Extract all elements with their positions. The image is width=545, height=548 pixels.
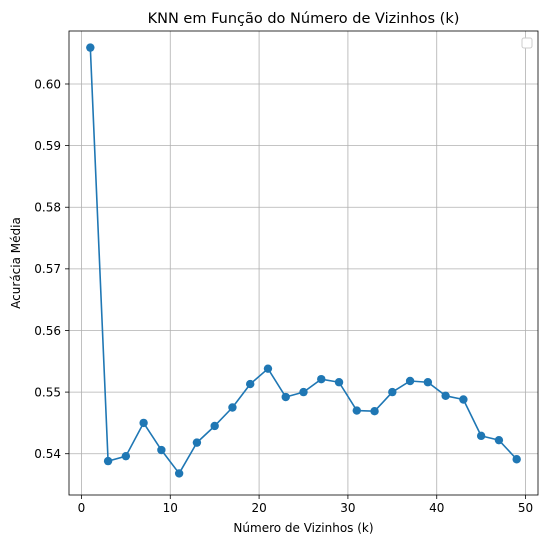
data-point	[121, 451, 131, 461]
data-point	[334, 378, 344, 387]
x-tick-label: 30	[340, 501, 355, 515]
data-point	[352, 406, 361, 415]
data-point	[441, 391, 450, 400]
y-tick-label: 0.58	[34, 201, 61, 215]
x-tick-label: 0	[78, 501, 86, 515]
data-point	[476, 431, 486, 441]
data-point	[423, 378, 433, 387]
data-point	[174, 469, 184, 478]
data-point	[228, 403, 237, 412]
data-point	[86, 43, 95, 52]
data-point	[405, 376, 415, 386]
y-tick-label: 0.57	[34, 262, 61, 276]
y-tick-label: 0.59	[34, 139, 61, 153]
data-point	[103, 456, 113, 466]
data-point	[157, 445, 166, 455]
grid	[69, 31, 538, 495]
data-point	[192, 438, 202, 447]
plot-series	[86, 43, 521, 478]
data-point	[459, 395, 468, 404]
data-point	[317, 374, 326, 384]
chart-title: KNN em Função do Número de Vizinhos (k)	[148, 11, 460, 27]
data-point	[370, 406, 379, 416]
plot-frame	[68, 30, 539, 496]
x-tick-label: 20	[251, 501, 266, 515]
y-axis-label: Acurácia Média	[9, 217, 23, 309]
legend-box	[521, 37, 533, 49]
y-axis-ticks: 0.54 0.55 0.56 0.57 0.58 0.59 0.60	[34, 77, 69, 461]
y-tick-label: 0.54	[34, 447, 61, 461]
data-point	[281, 392, 290, 402]
data-point	[139, 418, 148, 428]
x-axis-label: Número de Vizinhos (k)	[233, 521, 373, 535]
data-point	[246, 379, 255, 389]
y-tick-label: 0.56	[34, 324, 61, 338]
x-tick-label: 40	[429, 501, 444, 515]
data-point	[388, 387, 397, 397]
data-point	[512, 455, 521, 464]
y-tick-label: 0.60	[34, 77, 61, 91]
data-point	[263, 364, 273, 373]
x-tick-label: 10	[163, 501, 178, 515]
y-tick-label: 0.55	[34, 385, 61, 399]
x-tick-label: 50	[518, 501, 533, 515]
x-axis-ticks: 0 10 20 30 40 50	[78, 495, 533, 515]
data-point	[210, 421, 219, 431]
data-point	[494, 435, 504, 445]
data-point	[299, 387, 308, 397]
